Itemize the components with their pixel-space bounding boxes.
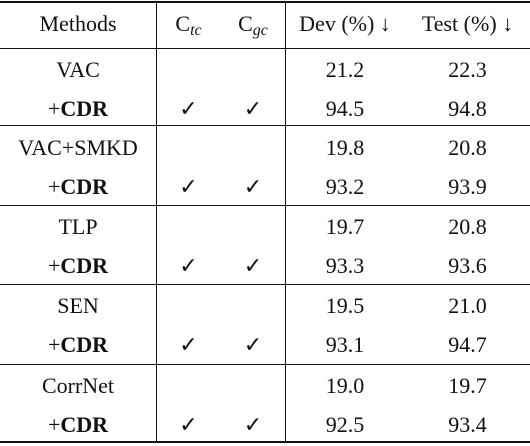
method-name: VAC+SMKD <box>18 134 138 160</box>
cdr-label: CDR <box>60 95 109 121</box>
table-row: CorrNet 19.0 19.7 <box>0 366 530 405</box>
dev-value: 21.2 <box>325 56 365 82</box>
check-icon: ✓ <box>179 95 198 121</box>
header-test: Test (%) ↓ <box>421 11 514 36</box>
cdr-label: CDR <box>60 411 109 437</box>
check-icon: ✓ <box>179 173 198 199</box>
group-rule-3 <box>0 284 530 285</box>
header-cgc: Cgc <box>221 0 285 48</box>
cdr-label: CDR <box>60 331 109 357</box>
table-row: SEN 19.5 21.0 <box>0 286 530 325</box>
group-1: VAC 21.2 22.3 +CDR ✓ ✓ 94.5 94.8 <box>0 50 530 128</box>
dev-value: 19.8 <box>325 134 365 160</box>
method-name: +CDR <box>0 325 156 364</box>
header-row: Methods Ctc Cgc Dev (%) ↓ Test (%) ↓ <box>0 0 530 48</box>
test-value: 21.0 <box>448 292 487 318</box>
dev-value: 93.1 <box>325 331 365 357</box>
table-row: VAC+SMKD 19.8 20.8 <box>0 128 530 167</box>
header-ctc-sub: tc <box>190 22 202 39</box>
bottom-rule <box>0 441 530 443</box>
header-ctc: Ctc <box>156 0 221 48</box>
header-cgc-base: C <box>238 11 253 36</box>
test-value: 20.8 <box>448 213 487 239</box>
method-name: TLP <box>58 213 98 239</box>
cdr-plus: + <box>47 95 61 121</box>
dev-value: 19.5 <box>325 292 365 318</box>
top-rule <box>0 1 530 3</box>
ctc-cell <box>156 286 221 325</box>
cgc-cell <box>221 286 285 325</box>
header-rule <box>0 48 530 49</box>
check-icon: ✓ <box>243 95 263 121</box>
group-5: CorrNet 19.0 19.7 +CDR ✓ ✓ 92.5 93.4 <box>0 366 530 444</box>
group-3: TLP 19.7 20.8 +CDR ✓ ✓ 93.3 93.6 <box>0 207 530 285</box>
header-ctc-base: C <box>175 11 191 36</box>
check-icon: ✓ <box>243 331 263 357</box>
cdr-plus: + <box>47 331 61 357</box>
table-row: VAC 21.2 22.3 <box>0 50 530 89</box>
table-row: TLP 19.7 20.8 <box>0 207 530 246</box>
dev-value: 93.2 <box>325 173 365 199</box>
check-icon: ✓ <box>243 411 263 437</box>
test-value: 93.6 <box>448 252 487 278</box>
vline-after-cgc <box>285 3 286 441</box>
test-value: 93.4 <box>448 411 487 437</box>
header-methods: Methods <box>39 11 117 36</box>
ctc-cell <box>156 366 221 405</box>
ctc-cell <box>156 207 221 246</box>
ctc-cell <box>156 50 221 89</box>
test-value: 20.8 <box>448 134 487 160</box>
group-rule-1 <box>0 125 530 126</box>
test-value: 94.7 <box>448 331 487 357</box>
dev-value: 93.3 <box>325 252 365 278</box>
ctc-cell <box>156 128 221 167</box>
dev-value: 19.0 <box>325 372 365 398</box>
method-name: CorrNet <box>41 372 115 398</box>
dev-value: 19.7 <box>325 213 365 239</box>
method-name: +CDR <box>0 405 156 444</box>
cdr-label: CDR <box>60 173 109 199</box>
table-row: +CDR ✓ ✓ 94.5 94.8 <box>0 89 530 128</box>
header-dev: Dev (%) ↓ <box>299 11 391 36</box>
test-value: 94.8 <box>448 95 487 121</box>
method-name: SEN <box>57 292 99 318</box>
cgc-cell <box>221 50 285 89</box>
check-icon: ✓ <box>179 252 198 278</box>
check-icon: ✓ <box>179 411 198 437</box>
cdr-plus: + <box>47 411 61 437</box>
cgc-cell <box>221 207 285 246</box>
cdr-plus: + <box>47 252 61 278</box>
method-name: +CDR <box>0 246 156 285</box>
test-value: 19.7 <box>448 372 487 398</box>
check-icon: ✓ <box>243 173 263 199</box>
dev-value: 92.5 <box>325 411 365 437</box>
dev-value: 94.5 <box>325 95 365 121</box>
check-icon: ✓ <box>179 331 198 357</box>
group-rule-2 <box>0 205 530 206</box>
method-name: VAC <box>56 56 100 82</box>
test-value: 22.3 <box>448 56 487 82</box>
group-4: SEN 19.5 21.0 +CDR ✓ ✓ 93.1 94.7 <box>0 286 530 364</box>
cgc-cell <box>221 366 285 405</box>
test-value: 93.9 <box>448 173 487 199</box>
cdr-label: CDR <box>60 252 109 278</box>
table-row: +CDR ✓ ✓ 93.2 93.9 <box>0 167 530 206</box>
header-cgc-sub: gc <box>252 22 268 39</box>
table-row: +CDR ✓ ✓ 92.5 93.4 <box>0 405 530 444</box>
method-name: +CDR <box>0 167 156 206</box>
vline-after-methods <box>156 3 157 441</box>
table-body: Methods Ctc Cgc Dev (%) ↓ Test (%) ↓ <box>0 0 530 48</box>
check-icon: ✓ <box>243 252 263 278</box>
table-row: +CDR ✓ ✓ 93.3 93.6 <box>0 246 530 285</box>
group-2: VAC+SMKD 19.8 20.8 +CDR ✓ ✓ 93.2 93.9 <box>0 128 530 206</box>
cdr-plus: + <box>47 173 61 199</box>
group-rule-4 <box>0 364 530 365</box>
table-row: +CDR ✓ ✓ 93.1 94.7 <box>0 325 530 364</box>
cgc-cell <box>221 128 285 167</box>
method-name: +CDR <box>0 89 156 128</box>
